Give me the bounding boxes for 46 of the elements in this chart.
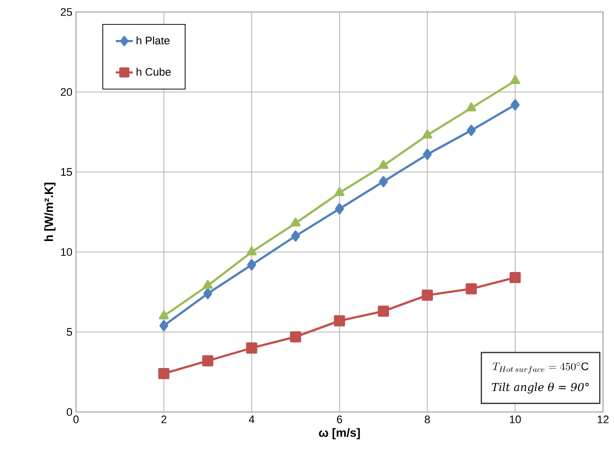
point (202, 355, 214, 366)
legend-label: h Cube (136, 68, 171, 76)
point (291, 230, 300, 242)
annotation: Tilt angle θ = 90° (492, 382, 589, 394)
point (202, 280, 213, 289)
y-tick-label: 10 (61, 248, 72, 256)
y-tick-label: 15 (61, 168, 72, 176)
point (378, 306, 389, 317)
point (378, 176, 388, 188)
x-axis-title: ω [m/s] (318, 428, 360, 440)
legend-label: h Plate (136, 36, 170, 44)
point (247, 259, 256, 270)
x-tick-label: 12 (598, 416, 609, 424)
point (246, 342, 258, 354)
y-axis-title: h [W/m².K] (44, 182, 56, 242)
y-tick-label: 25 (60, 8, 72, 16)
annotation: $T_{Hot\,surface} = 450^{\circ}\mathrm{C}$ (492, 362, 588, 374)
x-tick-label: 8 (424, 416, 430, 424)
x-tick-label: 0 (73, 416, 79, 424)
point (422, 148, 432, 160)
point (246, 246, 257, 256)
y-tick-label: 0 (66, 408, 72, 416)
point (290, 218, 301, 227)
point (510, 99, 520, 110)
point (510, 75, 520, 84)
x-tick-label: 10 (510, 416, 521, 424)
point (422, 290, 433, 301)
point (158, 368, 170, 380)
point (466, 283, 477, 294)
point (334, 315, 346, 326)
point (510, 272, 521, 284)
point (466, 124, 476, 136)
point (466, 102, 476, 112)
x-tick-label: 2 (161, 416, 166, 424)
point (422, 130, 432, 139)
point (158, 310, 169, 320)
y-tick-label: 5 (66, 328, 72, 336)
point (378, 160, 388, 169)
point (335, 203, 344, 214)
y-tick-label: 20 (60, 88, 72, 96)
point (203, 288, 212, 300)
point (159, 320, 168, 332)
point (334, 187, 344, 196)
x-tick-label: 4 (248, 416, 254, 424)
x-tick-label: 6 (337, 416, 342, 424)
point (290, 331, 302, 342)
